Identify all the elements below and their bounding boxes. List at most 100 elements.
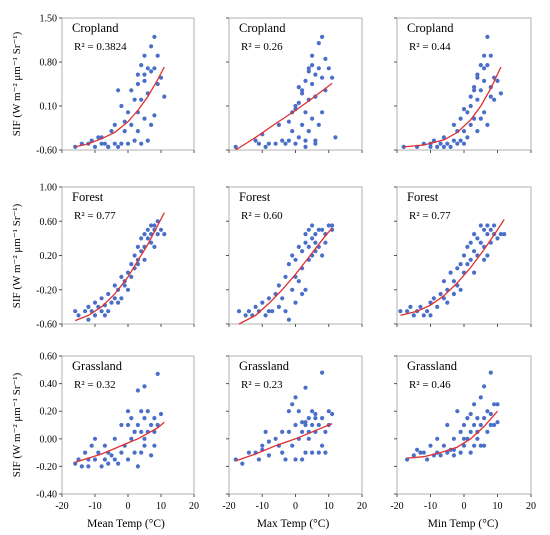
data-point [116,461,121,466]
data-point [451,279,456,284]
data-point [145,138,150,143]
data-point [468,94,473,99]
y-tick-label: 0.20 [40,251,58,262]
data-point [405,309,410,314]
data-point [428,313,433,318]
data-point [465,110,470,115]
data-point [323,450,328,455]
data-point [155,371,160,376]
r-squared-label: R² = 0.46 [409,379,451,391]
data-point [162,232,167,237]
data-point [290,443,295,448]
data-point [303,232,308,237]
data-point [293,257,298,262]
data-point [293,103,298,109]
data-point [428,443,433,448]
data-point [86,317,91,322]
data-point [303,450,308,455]
data-point [465,244,470,249]
r-squared-label: R² = 0.26 [241,41,283,53]
data-point [330,75,335,80]
data-point [468,257,473,262]
x-tick-label: 10 [324,501,334,512]
y-axis-label-row-1: SIF (W m⁻² μm⁻¹ Sr⁻¹) [11,31,23,136]
data-point [313,416,318,421]
data-point [502,232,507,237]
panel-8: -20 -10 0 10 20 Grassland R² = 0.23 [222,355,367,512]
data-point [310,116,315,121]
data-point [92,457,98,462]
data-point [438,453,443,458]
data-point [142,53,147,58]
data-point [472,232,477,237]
data-point [263,313,268,318]
data-point [286,138,291,143]
data-point [478,116,483,121]
x-tick-label: -10 [424,501,437,512]
data-point [135,422,140,428]
r-squared-label: R² = 0.77 [74,210,116,222]
data-point [306,244,311,249]
data-point [313,138,318,143]
data-point [119,141,124,146]
data-point [492,97,497,102]
data-point [119,274,124,279]
data-point [320,443,325,448]
data-point [300,88,305,93]
data-point [290,287,295,292]
data-point [253,138,258,143]
panel-2: Cropland R² = 0.26 [226,17,363,153]
data-point [306,69,311,74]
data-point [116,144,121,149]
data-point [125,270,131,275]
data-point [145,227,150,232]
data-point [152,244,157,249]
data-point [73,309,78,314]
data-point [472,249,477,254]
data-point [478,88,483,93]
data-point [455,266,460,271]
panel-title: Cropland [72,21,119,35]
data-point [283,457,288,462]
data-point [102,457,107,462]
data-point [149,240,154,245]
data-point [408,304,413,309]
data-point [458,287,463,292]
data-point [438,291,443,297]
fit-line [74,212,165,322]
data-point [139,141,144,146]
data-point [263,144,268,149]
y-axis-labels: SIF (W m⁻² μm⁻¹ Sr⁻¹) SIF (W m⁻² μm⁻¹ Sr… [11,31,23,477]
data-point [488,422,493,428]
data-point [119,103,124,109]
data-point [129,122,134,127]
data-point [475,97,480,102]
data-point [145,236,150,241]
data-point [333,135,338,140]
data-point [132,97,137,102]
data-point [303,144,308,149]
data-point [445,422,450,428]
y-tick-label: 0.10 [40,102,58,113]
data-point [290,253,295,258]
data-point [411,453,416,458]
data-point [495,236,500,241]
r-squared-label: R² = 0.23 [241,379,283,391]
data-point [139,429,144,434]
data-point [482,227,487,232]
data-point [306,436,311,441]
data-point [83,309,88,314]
data-point [488,94,493,99]
panel-3: Cropland R² = 0.44 [394,17,532,153]
data-point [119,422,124,428]
data-point [300,291,305,297]
data-point [458,450,463,455]
panel-title: Cropland [407,21,454,35]
data-point [435,144,440,149]
data-point [109,129,114,134]
data-point [106,461,111,466]
data-point [482,53,487,58]
y-tick-label: 0.00 [40,434,58,445]
data-point [310,409,315,414]
data-point [310,63,315,68]
